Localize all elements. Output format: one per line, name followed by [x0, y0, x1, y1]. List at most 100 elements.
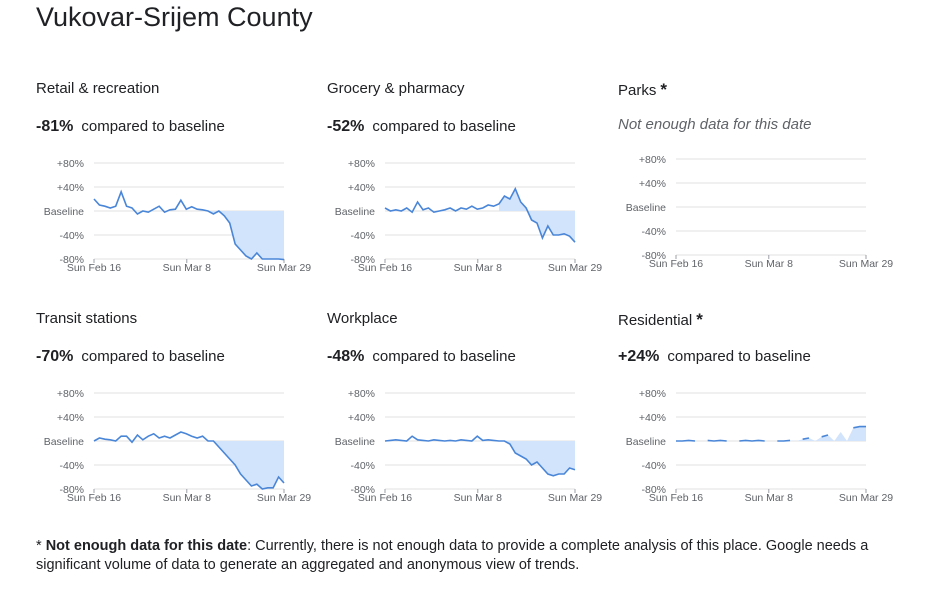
x-tick-label: Sun Mar 29: [257, 262, 311, 274]
asterisk-icon: *: [660, 80, 667, 99]
y-tick-label: Baseline: [335, 206, 375, 218]
x-tick-label: Sun Mar 8: [454, 262, 503, 274]
series-line: [739, 439, 765, 442]
shaded-area: [777, 426, 866, 441]
chart-retail-recreation: +80% +40% Baseline -40% -80%Sun Feb 16 Sun Ma…: [44, 158, 312, 274]
panel-parks: Parks * Not enough data for this date +80…: [618, 80, 908, 290]
x-tick-label: Sun Feb 16: [358, 262, 412, 274]
headline-percent: +24%: [618, 348, 660, 365]
y-tick-label: Baseline: [335, 436, 375, 448]
y-tick-label: +40%: [348, 412, 375, 424]
panel-residential: Residential * +24% compared to baseline +8…: [618, 310, 908, 520]
series-line: [384, 435, 576, 477]
x-tick-label: Sun Feb 16: [67, 262, 121, 274]
panel-title: Parks *: [618, 80, 667, 100]
y-tick-label: -80%: [350, 254, 375, 266]
y-tick-label: +80%: [57, 158, 84, 170]
y-tick-label: Baseline: [44, 206, 84, 218]
headline-suffix: compared to baseline: [81, 118, 225, 135]
footnote-bold: Not enough data for this date: [45, 538, 248, 554]
panel-workplace: Workplace -48% compared to baseline +80% +…: [327, 310, 617, 520]
x-tick-label: Sun Mar 8: [163, 492, 212, 504]
headline-suffix: compared to baseline: [372, 348, 516, 365]
panel-grocery-pharmacy: Grocery & pharmacy -52% compared to basel…: [327, 80, 617, 290]
x-tick-label: Sun Feb 16: [649, 492, 703, 504]
y-tick-label: +80%: [348, 158, 375, 170]
footnote: * Not enough data for this date: Current…: [36, 537, 896, 575]
y-tick-label: -80%: [59, 484, 84, 496]
y-tick-label: -80%: [641, 484, 666, 496]
headline-suffix: compared to baseline: [81, 348, 225, 365]
footnote-text: : Currently, there is not enough data to…: [36, 538, 869, 573]
series-line: [802, 437, 810, 440]
headline-suffix: compared to baseline: [372, 118, 516, 135]
x-tick-label: Sun Mar 8: [163, 262, 212, 274]
headline-metric: -81% compared to baseline: [36, 118, 225, 136]
y-tick-label: -40%: [350, 460, 375, 472]
shaded-area: [208, 211, 284, 260]
no-data-message: Not enough data for this date: [618, 116, 812, 133]
y-tick-label: -40%: [59, 230, 84, 242]
panel-title: Transit stations: [36, 310, 138, 327]
y-tick-label: +40%: [639, 178, 666, 190]
series-line: [676, 439, 696, 442]
series-line: [777, 439, 791, 442]
y-tick-label: -80%: [641, 250, 666, 262]
panel-title: Workplace: [327, 310, 398, 327]
page-title: Vukovar-Srijem County: [36, 2, 313, 32]
chart-grocery-pharmacy: +80% +40% Baseline -40% -80%Sun Feb 16 Sun Ma…: [335, 158, 603, 274]
shaded-area: [499, 441, 575, 476]
headline-percent: -48%: [327, 348, 365, 365]
x-tick-label: Sun Mar 8: [745, 492, 794, 504]
x-tick-label: Sun Mar 29: [839, 258, 893, 270]
headline-percent: -81%: [36, 118, 74, 135]
headline-percent: -70%: [36, 348, 74, 365]
y-tick-label: +40%: [639, 412, 666, 424]
x-tick-label: Sun Feb 16: [649, 258, 703, 270]
headline-suffix: compared to baseline: [667, 348, 811, 365]
x-tick-label: Sun Mar 8: [454, 492, 503, 504]
panel-retail-recreation: Retail & recreation -81% compared to base…: [36, 80, 326, 290]
x-tick-label: Sun Mar 29: [548, 492, 602, 504]
y-tick-label: Baseline: [626, 436, 666, 448]
series-line: [821, 434, 829, 438]
y-tick-label: -40%: [350, 230, 375, 242]
headline-metric: -52% compared to baseline: [327, 118, 516, 136]
headline-percent: -52%: [327, 118, 365, 135]
panel-title-text: Parks: [618, 82, 657, 99]
y-tick-label: -80%: [350, 484, 375, 496]
panel-title: Grocery & pharmacy: [327, 80, 465, 97]
headline-metric: -48% compared to baseline: [327, 348, 516, 366]
y-tick-label: Baseline: [44, 436, 84, 448]
headline-metric: +24% compared to baseline: [618, 348, 811, 366]
panel-title-text: Residential: [618, 312, 693, 329]
chart-parks: +80% +40% Baseline -40% -80%Sun Feb 16 Sun Ma…: [626, 154, 894, 270]
panel-transit-stations: Transit stations -70% compared to baselin…: [36, 310, 326, 520]
series-line: [384, 186, 576, 243]
y-tick-label: +80%: [639, 154, 666, 166]
headline-metric: -70% compared to baseline: [36, 348, 225, 366]
y-tick-label: +80%: [348, 388, 375, 400]
series-line: [707, 439, 727, 442]
series-line: [853, 425, 866, 429]
y-tick-label: +40%: [57, 412, 84, 424]
panel-title: Residential *: [618, 310, 703, 330]
x-tick-label: Sun Mar 29: [839, 492, 893, 504]
y-tick-label: -40%: [641, 226, 666, 238]
y-tick-label: +80%: [57, 388, 84, 400]
y-tick-label: +40%: [348, 182, 375, 194]
series-line: [93, 431, 285, 490]
x-tick-label: Sun Feb 16: [358, 492, 412, 504]
shaded-area: [208, 441, 284, 489]
y-tick-label: +40%: [57, 182, 84, 194]
x-tick-label: Sun Mar 29: [257, 492, 311, 504]
y-tick-label: -80%: [59, 254, 84, 266]
x-tick-label: Sun Mar 29: [548, 262, 602, 274]
y-tick-label: -40%: [59, 460, 84, 472]
footnote-marker: *: [36, 538, 42, 554]
chart-workplace: +80% +40% Baseline -40% -80%Sun Feb 16 Sun Ma…: [335, 388, 603, 504]
panel-title: Retail & recreation: [36, 80, 160, 97]
x-tick-label: Sun Mar 8: [745, 258, 794, 270]
shaded-area: [499, 188, 575, 243]
chart-residential: +80% +40% Baseline -40% -80%Sun Feb 16 Sun Ma…: [626, 388, 894, 504]
